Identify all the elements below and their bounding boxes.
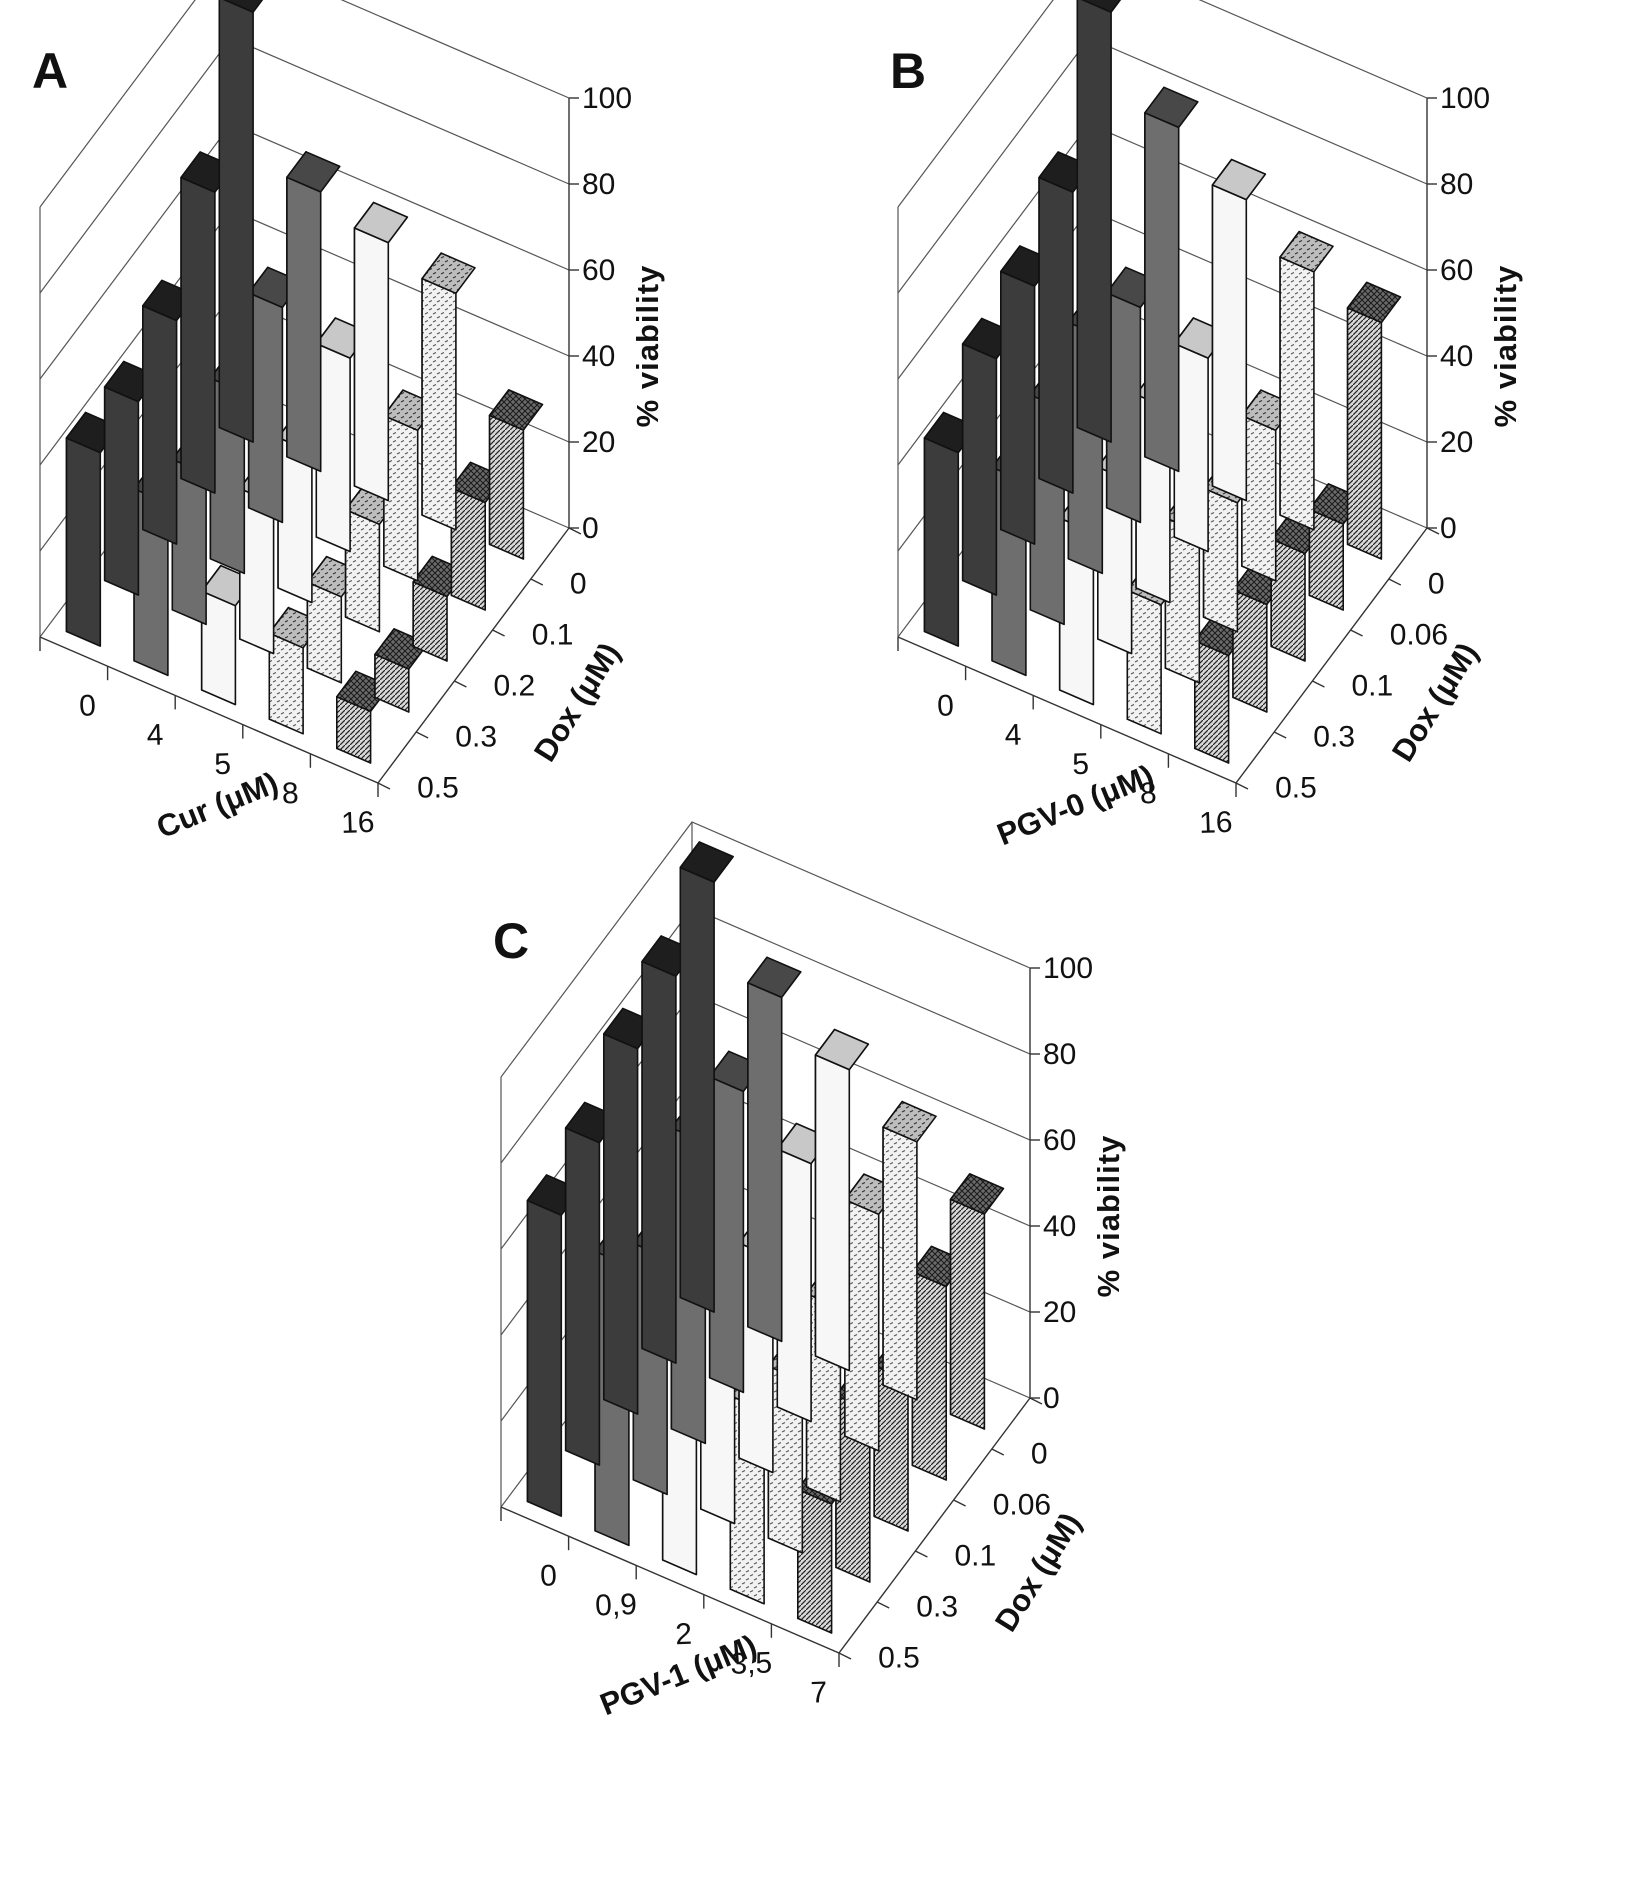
bar [1211,158,1267,502]
bar [180,151,235,494]
y-tick-label: 0.3 [455,721,497,754]
x-tick-label: 4 [146,719,164,753]
z-axis-label: % viability [1091,1135,1126,1298]
bar [218,0,264,443]
z-tick-label: 80 [1440,168,1473,201]
y-tick-label: 0.1 [532,619,574,652]
bar [1038,151,1093,494]
bar [708,1050,764,1394]
panel-letter: B [890,43,926,99]
z-axis-label: % viability [1488,265,1523,428]
bar [1144,86,1199,473]
z-axis-label: % viability [630,265,665,428]
z-tick-label: 100 [1043,952,1093,985]
bar [286,151,341,473]
bar [488,389,544,560]
x-tick-label: 8 [1139,777,1157,811]
panel-letter: A [32,43,68,99]
bar [1279,230,1334,531]
x-tick-label: 7 [810,1676,828,1710]
bar [421,252,476,531]
z-tick-label: 20 [1043,1296,1076,1329]
y-tick-label: 0.5 [1275,772,1317,805]
z-tick-label: 60 [582,254,615,287]
y-axis-label: Dox (μM) [527,637,627,768]
z-tick-label: 40 [582,340,615,373]
z-tick-label: 20 [1440,426,1473,459]
z-tick-label: 100 [582,82,632,115]
x-tick-label: 8 [281,777,299,811]
z-tick-label: 60 [1043,1124,1076,1157]
y-tick-label: 0 [570,568,587,601]
bar [949,1173,1005,1430]
bar [679,841,735,1313]
x-tick-label: 0 [937,689,955,723]
bar [923,411,979,647]
z-tick-label: 0 [1043,1382,1060,1415]
bar [961,317,1017,596]
y-tick-label: 0.5 [417,772,459,805]
y-tick-label: 0.06 [993,1489,1051,1522]
x-tick-label: 4 [1004,719,1022,753]
bars [923,0,1402,764]
y-tick-label: 0.3 [916,1591,958,1624]
y-tick-label: 0.1 [1352,670,1394,703]
y-tick-label: 0 [1031,1438,1048,1471]
y-tick-label: 0.2 [494,670,536,703]
x-tick-label: 0 [79,689,97,723]
bar [142,279,197,545]
z-tick-label: 40 [1440,340,1473,373]
bar [1076,0,1122,443]
y-tick-label: 0.1 [955,1540,997,1573]
y-tick-label: 0.06 [1390,619,1448,652]
x-tick-label: 5 [1072,748,1090,782]
x-tick-label: 16 [1199,806,1234,840]
bar [747,956,802,1343]
x-tick-label: 3,5 [730,1646,773,1680]
z-tick-label: 80 [1043,1038,1076,1071]
bar [374,628,429,713]
z-tick-label: 60 [1440,254,1473,287]
y-tick-label: 0.5 [878,1642,920,1675]
z-tick-label: 20 [582,426,615,459]
y-tick-label: 0 [1428,568,1445,601]
bar [564,1101,620,1466]
bar [353,201,409,502]
y-axis-label: Dox (μM) [1385,637,1485,768]
panel-letter: C [493,913,529,969]
bars [65,0,544,764]
y-tick-label: 0.3 [1313,721,1355,754]
bar [1346,281,1402,560]
z-tick-label: 100 [1440,82,1490,115]
x-tick-label: 5 [214,748,232,782]
z-tick-label: 80 [582,168,615,201]
bar [526,1174,582,1517]
x-tick-label: 0 [540,1559,558,1593]
x-tick-label: 2 [675,1618,693,1652]
bar [814,1028,870,1372]
bar [882,1100,937,1401]
x-tick-label: 16 [341,806,376,840]
z-tick-label: 40 [1043,1210,1076,1243]
z-tick-label: 0 [1440,512,1457,545]
x-tick-label: 0,9 [595,1588,638,1622]
bar [641,935,696,1364]
bars [526,841,1005,1634]
y-axis-label: Dox (μM) [988,1507,1088,1638]
z-tick-label: 0 [582,512,599,545]
